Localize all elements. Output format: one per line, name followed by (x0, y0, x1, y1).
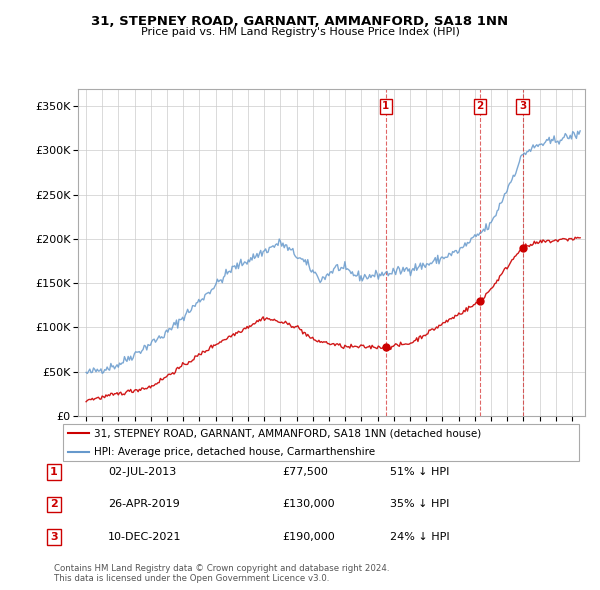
Text: £130,000: £130,000 (282, 500, 335, 509)
Text: 3: 3 (50, 532, 58, 542)
Text: 1: 1 (50, 467, 58, 477)
Text: 2: 2 (476, 101, 484, 111)
Text: 51% ↓ HPI: 51% ↓ HPI (390, 467, 449, 477)
FancyBboxPatch shape (62, 424, 580, 461)
Text: HPI: Average price, detached house, Carmarthenshire: HPI: Average price, detached house, Carm… (94, 447, 375, 457)
Text: 35% ↓ HPI: 35% ↓ HPI (390, 500, 449, 509)
Text: £77,500: £77,500 (282, 467, 328, 477)
Text: 31, STEPNEY ROAD, GARNANT, AMMANFORD, SA18 1NN: 31, STEPNEY ROAD, GARNANT, AMMANFORD, SA… (91, 15, 509, 28)
Text: Contains HM Land Registry data © Crown copyright and database right 2024.
This d: Contains HM Land Registry data © Crown c… (54, 563, 389, 583)
Text: £190,000: £190,000 (282, 532, 335, 542)
Text: 26-APR-2019: 26-APR-2019 (108, 500, 180, 509)
Text: 31, STEPNEY ROAD, GARNANT, AMMANFORD, SA18 1NN (detached house): 31, STEPNEY ROAD, GARNANT, AMMANFORD, SA… (94, 428, 481, 438)
Text: 1: 1 (382, 101, 389, 111)
Text: Price paid vs. HM Land Registry's House Price Index (HPI): Price paid vs. HM Land Registry's House … (140, 27, 460, 37)
Text: 24% ↓ HPI: 24% ↓ HPI (390, 532, 449, 542)
Text: 10-DEC-2021: 10-DEC-2021 (108, 532, 182, 542)
Text: 2: 2 (50, 500, 58, 509)
Text: 02-JUL-2013: 02-JUL-2013 (108, 467, 176, 477)
Text: 3: 3 (519, 101, 526, 111)
